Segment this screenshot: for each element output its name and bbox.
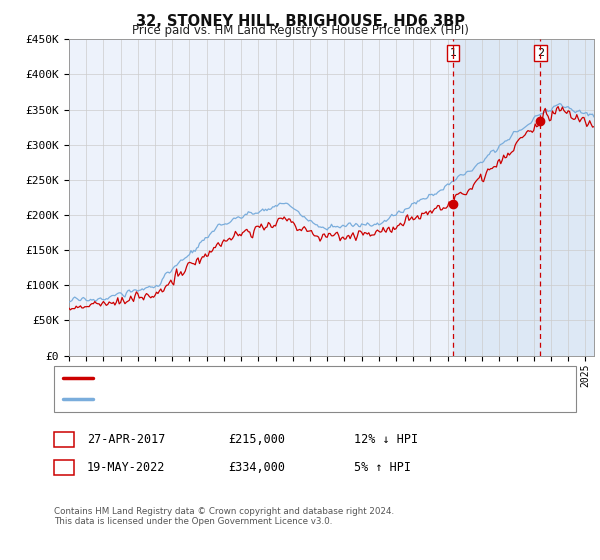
Text: 2: 2 <box>61 461 67 474</box>
Bar <box>453 39 594 356</box>
Text: 1: 1 <box>61 433 67 446</box>
Text: 27-APR-2017: 27-APR-2017 <box>87 433 166 446</box>
Text: 19-MAY-2022: 19-MAY-2022 <box>87 461 166 474</box>
Text: 1: 1 <box>449 48 457 58</box>
Text: 32, STONEY HILL, BRIGHOUSE, HD6 3BP (detached house): 32, STONEY HILL, BRIGHOUSE, HD6 3BP (det… <box>97 373 435 383</box>
Text: £215,000: £215,000 <box>228 433 285 446</box>
Text: Price paid vs. HM Land Registry's House Price Index (HPI): Price paid vs. HM Land Registry's House … <box>131 24 469 37</box>
Text: 2: 2 <box>537 48 544 58</box>
Text: HPI: Average price, detached house, Calderdale: HPI: Average price, detached house, Cald… <box>97 394 396 404</box>
Text: 5% ↑ HPI: 5% ↑ HPI <box>354 461 411 474</box>
Text: Contains HM Land Registry data © Crown copyright and database right 2024.
This d: Contains HM Land Registry data © Crown c… <box>54 507 394 526</box>
Text: 12% ↓ HPI: 12% ↓ HPI <box>354 433 418 446</box>
Text: 32, STONEY HILL, BRIGHOUSE, HD6 3BP: 32, STONEY HILL, BRIGHOUSE, HD6 3BP <box>136 14 464 29</box>
Text: £334,000: £334,000 <box>228 461 285 474</box>
